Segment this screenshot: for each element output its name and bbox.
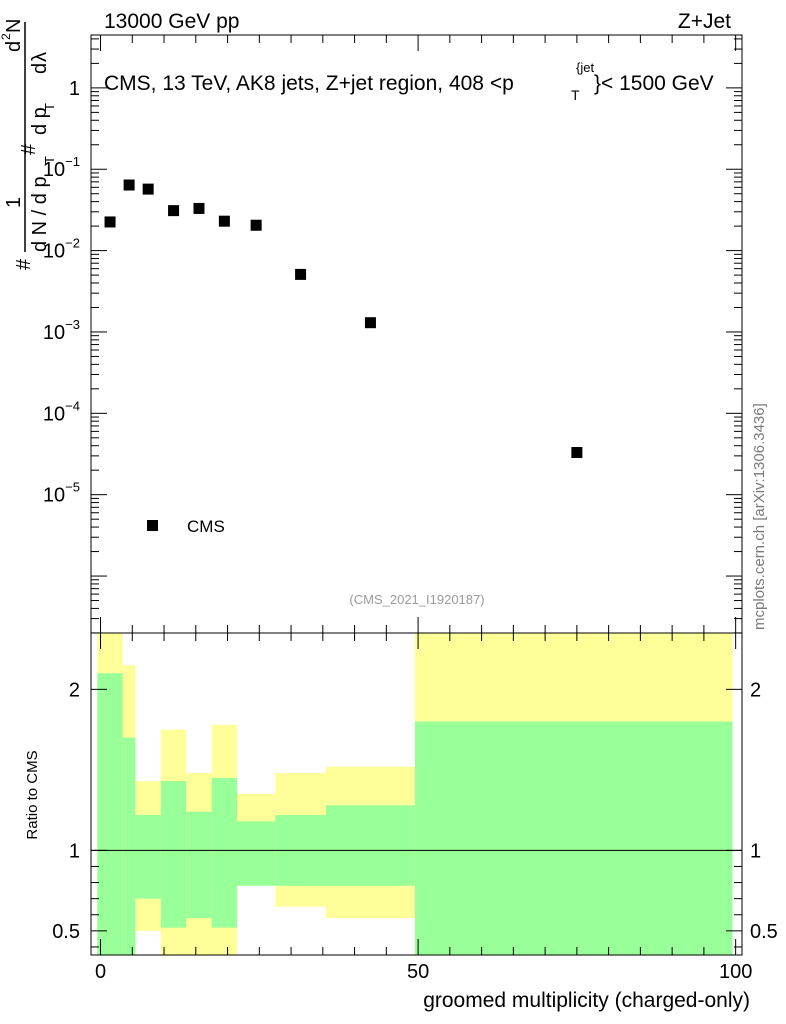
analysis-watermark: (CMS_2021_I1920187) (349, 592, 484, 607)
x-tick-label: 50 (407, 961, 429, 983)
data-point (104, 216, 116, 228)
side-label: mcplots.cern.ch [arXiv:1306.3436] (751, 403, 768, 630)
ratio-y-tick-label-left: 2 (69, 679, 80, 701)
ylabel-d-lambda-d: d (29, 63, 51, 74)
data-point (250, 219, 262, 231)
main-y-tick-base: 10 (43, 159, 65, 181)
main-y-tick-label: 10−5 (43, 480, 80, 507)
data-point (142, 183, 154, 195)
ylabel-hash-2: # (18, 143, 40, 155)
green-band (325, 805, 415, 886)
ylabel-one: 1 (3, 197, 25, 208)
ylabel-hash-1: # (13, 258, 35, 270)
main-title-tail: }< 1500 GeV (594, 72, 714, 95)
ratio-y-tick-label-right: 0.5 (750, 921, 778, 943)
main-y-tick-exponent: −2 (65, 236, 80, 251)
ratio-panel-frame (90, 632, 743, 956)
main-y-tick-label: 10−3 (43, 317, 80, 344)
ylabel-dpt: d p (29, 107, 51, 135)
main-y-tick-label: 10−4 (43, 398, 80, 425)
ratio-y-tick-label-right: 1 (750, 840, 761, 862)
ratio-tick-labels: 0.5 0.5 1 1 2 2 0 50 100 (52, 679, 778, 983)
legend: CMS (147, 517, 225, 536)
legend-label: CMS (187, 517, 225, 536)
data-point (123, 179, 135, 191)
ylabel-lambda: λ (29, 52, 51, 62)
ratio-uncertainty-bands (97, 633, 733, 955)
ratio-axis-ticks (91, 633, 742, 955)
header-right: Z+Jet (678, 10, 731, 33)
green-band (160, 781, 187, 928)
main-y-tick-exponent: −3 (65, 317, 80, 332)
green-band (211, 777, 238, 928)
green-band (414, 721, 733, 955)
x-tick-label: 100 (719, 961, 752, 983)
main-title-sup: {jet (576, 60, 594, 75)
green-band (97, 673, 123, 955)
legend-marker (147, 520, 158, 531)
ylabel-d: d (3, 41, 25, 52)
ylabel-exp-2: 2 (0, 33, 13, 40)
main-y-label: # 1 d N / d p T # d p T d 2 N d λ (0, 19, 57, 270)
ratio-y-label: Ratio to CMS (24, 750, 41, 839)
data-point (168, 205, 180, 217)
green-band (135, 814, 161, 899)
main-y-tick-exponent: −4 (65, 398, 80, 413)
ylabel-n: N (3, 19, 25, 33)
main-title-sub: T (571, 87, 580, 103)
main-y-tick-base: 10 (43, 322, 65, 344)
main-axis-ticks (91, 35, 742, 634)
data-point (193, 202, 205, 214)
main-title: CMS, 13 TeV, AK8 jets, Z+jet region, 408… (104, 60, 714, 103)
ratio-y-tick-label-left: 1 (69, 840, 80, 862)
ylabel-sub-t-2: T (42, 103, 57, 111)
data-point (364, 317, 376, 329)
main-y-tick-labels: 110−110−210−310−410−5 (43, 78, 80, 507)
main-title-text: CMS, 13 TeV, AK8 jets, Z+jet region, 408… (104, 72, 514, 95)
main-y-tick-base: 10 (43, 403, 65, 425)
main-y-tick-base: 10 (43, 241, 65, 263)
cms-data-points (104, 179, 583, 459)
main-y-tick-label: 10−2 (43, 236, 80, 263)
main-y-tick-exponent: −5 (65, 480, 80, 495)
x-tick-label: 0 (95, 961, 106, 983)
green-band (186, 811, 212, 918)
data-point (571, 447, 583, 459)
green-band (122, 737, 136, 955)
header-left: 13000 GeV pp (104, 10, 239, 33)
data-point (295, 268, 307, 280)
main-y-tick-label: 1 (69, 78, 80, 100)
data-point (218, 215, 230, 227)
main-y-tick-exponent: −1 (65, 154, 80, 169)
ratio-y-tick-label-right: 2 (750, 679, 761, 701)
main-panel-frame (90, 34, 743, 634)
ylabel-sub-t-1: T (42, 156, 57, 164)
ylabel-dn-dpt: d N / d p (29, 176, 51, 252)
green-band (237, 821, 276, 886)
main-y-tick-base: 10 (43, 485, 65, 507)
ratio-y-tick-label-left: 0.5 (52, 921, 80, 943)
x-axis-label: groomed multiplicity (charged-only) (423, 989, 750, 1012)
main-y-tick-label: 10−1 (43, 154, 80, 181)
